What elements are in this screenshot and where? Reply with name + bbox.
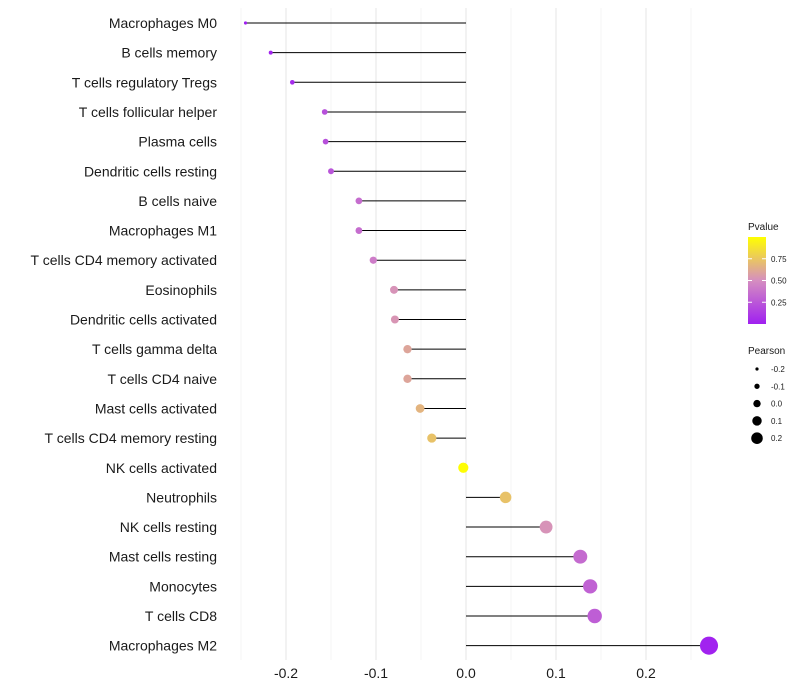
x-tick-label: -0.2 xyxy=(274,665,298,681)
grid-lines xyxy=(240,8,692,660)
category-label: Mast cells activated xyxy=(95,400,217,416)
lollipop-point xyxy=(328,168,334,175)
category-label: Macrophages M0 xyxy=(109,15,217,31)
lollipop-point xyxy=(289,79,295,85)
category-label: Neutrophils xyxy=(146,489,217,505)
lollipop-point xyxy=(390,285,398,294)
pearson-legend-key xyxy=(755,367,759,371)
category-label: Mast cells resting xyxy=(109,549,217,565)
lollipop-stems xyxy=(245,22,709,647)
x-tick-label: 0.2 xyxy=(636,665,656,681)
lollipop-point xyxy=(699,636,719,655)
pvalue-legend-label: 0.50 xyxy=(771,277,787,286)
category-label: NK cells activated xyxy=(106,460,217,476)
category-label: Macrophages M2 xyxy=(109,638,217,654)
category-labels: Macrophages M0 B cells memory T cells regu… xyxy=(31,15,218,654)
category-label: NK cells resting xyxy=(120,519,217,535)
lollipop-point xyxy=(499,491,512,504)
category-label: Monocytes xyxy=(149,578,217,594)
category-label: Macrophages M1 xyxy=(109,223,217,239)
category-label: T cells CD4 memory activated xyxy=(31,252,217,268)
lollipop-point xyxy=(403,344,412,354)
lollipop-point xyxy=(355,197,363,205)
category-label: Plasma cells xyxy=(138,134,217,150)
pvalue-legend-label: 0.75 xyxy=(771,255,787,264)
pearson-legend-label: 0.0 xyxy=(771,400,783,409)
pearson-legend-key xyxy=(752,416,762,426)
pvalue-legend-label: 0.25 xyxy=(771,298,787,307)
category-label: B cells memory xyxy=(121,45,217,61)
category-label: Eosinophils xyxy=(145,282,217,298)
pearson-legend-label: 0.1 xyxy=(771,417,783,426)
x-tick-label: -0.1 xyxy=(364,665,388,681)
lollipop-point xyxy=(355,227,363,234)
pearson-legend-key xyxy=(751,432,763,444)
lollipop-point xyxy=(587,608,602,624)
lollipop-point xyxy=(321,109,328,115)
lollipop-point xyxy=(369,256,377,264)
lollipop-point xyxy=(243,21,248,25)
x-tick-label: 0.1 xyxy=(546,665,566,681)
pearson-legend-key xyxy=(754,383,760,389)
pearson-legend-label: -0.2 xyxy=(771,365,785,374)
pearson-legend-label: 0.2 xyxy=(771,434,783,443)
lollipop-point xyxy=(583,579,598,594)
lollipop-points xyxy=(243,21,719,655)
lollipop-point xyxy=(427,433,437,443)
lollipop-point xyxy=(390,315,399,324)
lollipop-point xyxy=(403,374,412,383)
category-label: T cells regulatory Tregs xyxy=(72,74,217,90)
category-label: Dendritic cells activated xyxy=(70,312,217,328)
x-axis-ticks: -0.2 -0.1 0.0 0.1 0.2 xyxy=(274,665,656,681)
category-label: T cells CD4 naive xyxy=(108,371,218,387)
lollipop-point xyxy=(322,138,329,145)
pearson-legend-key xyxy=(753,399,761,408)
pearson-legend-title: Pearson xyxy=(748,346,785,357)
category-label: T cells CD8 xyxy=(145,608,217,624)
lollipop-point xyxy=(268,50,273,55)
lollipop-point xyxy=(458,462,469,473)
lollipop-point xyxy=(415,404,425,413)
pearson-legend-label: -0.1 xyxy=(771,382,785,391)
category-label: B cells naive xyxy=(138,193,217,209)
pearson-legend: Pearson -0.2 -0.1 0.0 0.1 0.2 xyxy=(748,346,785,444)
category-label: T cells follicular helper xyxy=(79,104,218,120)
x-tick-label: 0.0 xyxy=(456,665,476,681)
pvalue-legend-title: Pvalue xyxy=(748,222,779,233)
category-label: T cells gamma delta xyxy=(92,341,217,357)
category-label: Dendritic cells resting xyxy=(84,163,217,179)
pvalue-legend: Pvalue 0.75 0.50 0.25 xyxy=(748,222,787,324)
lollipop-point xyxy=(539,520,553,534)
category-label: T cells CD4 memory resting xyxy=(45,430,217,446)
pvalue-colorbar xyxy=(748,237,766,324)
lollipop-point xyxy=(573,549,588,564)
